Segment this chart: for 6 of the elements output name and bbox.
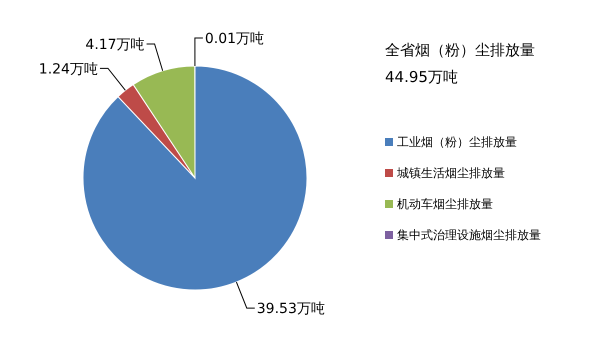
text: 44.95万吨 <box>385 68 458 86</box>
legend-label: 城镇生活烟尘排放量 <box>396 166 505 180</box>
legend-label: 工业烟（粉）尘排放量 <box>397 135 517 149</box>
legend-label: 机动车烟尘排放量 <box>397 197 493 211</box>
text: 全省烟（粉）尘排放量 <box>385 41 535 59</box>
legend-label: 集中式治理设施烟尘排放量 <box>397 228 541 242</box>
